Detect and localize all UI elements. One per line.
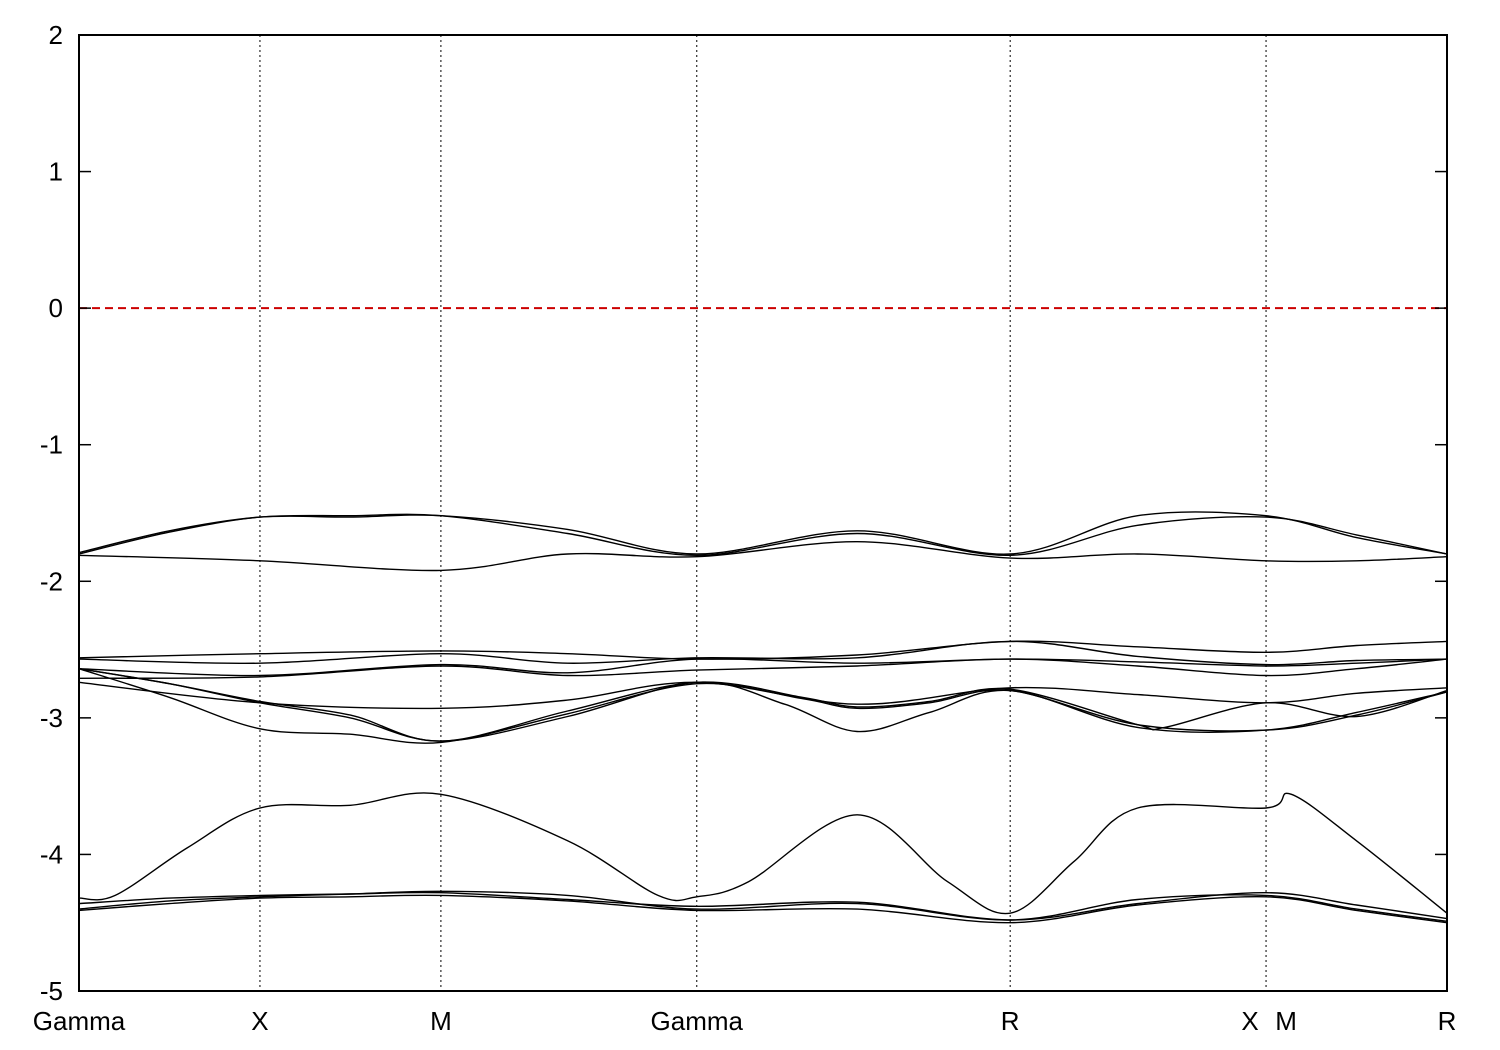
band-line-11 (78, 668, 1448, 742)
y-tick-label: -3 (40, 703, 63, 733)
y-tick-label: 1 (49, 157, 63, 187)
y-tick-label: -5 (40, 976, 63, 1006)
x-tick-label: M (1275, 1006, 1297, 1036)
x-tick-label: Gamma (651, 1006, 744, 1036)
y-tick-label: 0 (49, 293, 63, 323)
band-line-15 (78, 894, 1448, 924)
x-tick-label: R (1001, 1006, 1020, 1036)
band-line-5 (78, 640, 1448, 666)
band-line-12 (78, 792, 1448, 915)
band-lines (78, 511, 1448, 924)
band-line-2 (78, 513, 1448, 557)
y-tick-label: -1 (40, 430, 63, 460)
band-line-1 (78, 511, 1448, 555)
x-tick-label: R (1438, 1006, 1457, 1036)
x-tick-label: X (1241, 1006, 1258, 1036)
band-line-13 (78, 891, 1448, 921)
y-tick-label: 2 (49, 20, 63, 50)
band-line-3 (78, 540, 1448, 572)
x-tick-label: Gamma (33, 1006, 126, 1036)
x-axis-ticks: Gamma X M Gamma R X M R (33, 1006, 1457, 1036)
band-line-14 (78, 890, 1448, 922)
band-line-4 (78, 640, 1448, 660)
band-line-6 (78, 658, 1448, 677)
x-tick-label: M (430, 1006, 452, 1036)
y-tick-label: -2 (40, 566, 63, 596)
band-line-10 (78, 668, 1448, 744)
band-line-9 (78, 668, 1448, 742)
y-axis-ticks: 2 1 0 -1 -2 -3 -4 -5 (40, 20, 1447, 1006)
x-tick-label: X (251, 1006, 268, 1036)
band-line-7 (78, 658, 1448, 679)
y-tick-label: -4 (40, 839, 63, 869)
high-symmetry-gridlines (259, 35, 1267, 991)
plot-frame (78, 34, 1448, 992)
